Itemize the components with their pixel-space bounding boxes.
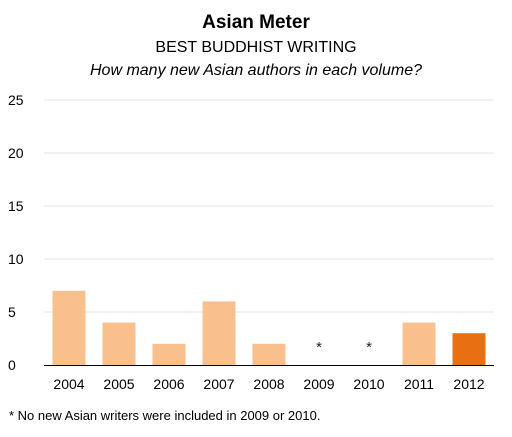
bar xyxy=(152,343,186,365)
chart-title: Asian Meter xyxy=(202,12,310,33)
y-tick-label: 10 xyxy=(8,251,24,267)
x-tick-label: 2004 xyxy=(53,376,84,392)
bar xyxy=(252,343,286,365)
bar xyxy=(402,322,436,365)
bar xyxy=(52,290,86,365)
x-tick-label: 2009 xyxy=(303,376,334,392)
bar xyxy=(452,333,486,365)
y-tick-label: 25 xyxy=(8,92,24,108)
x-tick-label: 2008 xyxy=(253,376,284,392)
y-tick-label: 5 xyxy=(8,304,16,320)
x-tick-label: 2005 xyxy=(103,376,134,392)
no-data-marker: * xyxy=(366,339,372,356)
chart-subtitle: BEST BUDDHIST WRITING xyxy=(155,39,357,56)
bar xyxy=(202,301,236,365)
chart-footnote: * No new Asian writers were included in … xyxy=(9,408,321,423)
y-tick-label: 15 xyxy=(8,198,24,214)
no-data-marker: * xyxy=(316,339,322,356)
x-tick-label: 2007 xyxy=(203,376,234,392)
chart-question: How many new Asian authors in each volum… xyxy=(89,62,423,79)
y-tick-label: 20 xyxy=(8,145,24,161)
bar xyxy=(102,322,136,365)
y-tick-label: 0 xyxy=(8,357,16,373)
x-tick-label: 2006 xyxy=(153,376,184,392)
x-tick-label: 2012 xyxy=(453,376,484,392)
x-tick-label: 2011 xyxy=(404,376,434,392)
x-tick-label: 2010 xyxy=(353,376,384,392)
